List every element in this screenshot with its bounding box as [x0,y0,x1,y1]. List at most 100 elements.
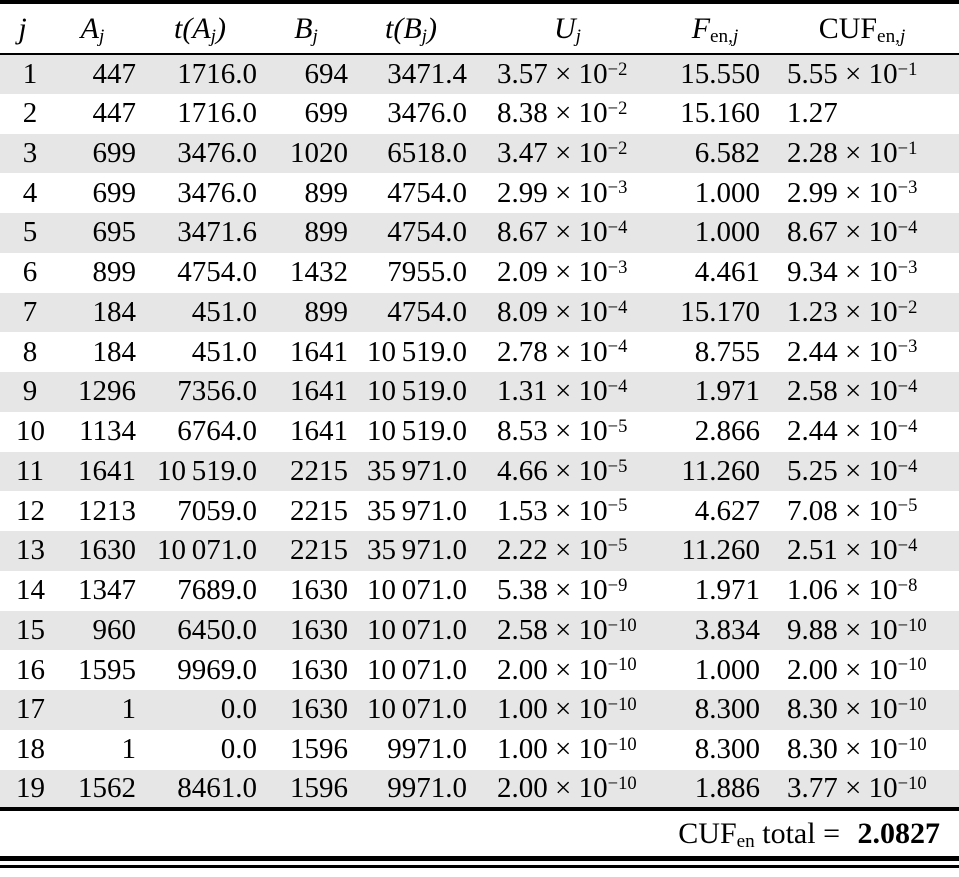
cell-Uj-times-ten: × 10 [547,534,608,567]
col-header-Bj: Bj [260,4,352,55]
cell-Aj: 1296 [78,375,136,408]
table-row: 17 1 0.0 1630 10 071.0 1.00 × 10−10 8.30… [0,690,959,730]
cell-Uj-mantissa: 8.53 [497,415,548,448]
table-row: 19 1562 8461.0 1596 9971.0 2.00 × 10−10 … [0,769,959,810]
cell-Uj-times-ten: × 10 [547,295,608,328]
header-B-symbol: B [294,11,313,45]
col-header-Fenj: Fen,j [665,4,765,55]
cuf-total-value: 2.0827 [857,816,941,850]
cell-Uj-exponent: −2 [607,137,628,159]
cell-CUFenj-exponent: −4 [897,415,918,437]
cell-j: 6 [22,256,38,289]
cell-Aj: 447 [92,57,137,90]
cell-CUFenj-times-ten: × 10 [837,256,898,289]
cell-Fenj: 6.582 [694,136,760,169]
cell-CUFenj-times-ten: × 10 [837,454,898,487]
cell-CUFenj-exponent: −10 [897,614,927,636]
cell-Uj-exponent: −4 [607,376,628,398]
cell-Uj-mantissa: 2.00 [497,771,548,804]
cell-Aj: 447 [92,97,137,130]
cell-Uj-mantissa: 2.78 [497,335,548,368]
cell-Bj: 699 [304,97,349,130]
cell-Uj-exponent: −3 [607,177,628,199]
cell-Uj-exponent: −5 [607,495,628,517]
cell-CUFenj-exponent: −10 [897,733,927,755]
table-row: 3 699 3476.0 1020 6518.0 3.47 × 10−2 6.5… [0,133,959,174]
cell-Uj-mantissa: 8.38 [497,97,548,130]
cell-CUFenj-exponent: −3 [897,177,918,199]
cell-Uj-mantissa: 4.66 [497,454,548,487]
cell-Fenj: 3.834 [694,613,760,646]
table-row: 11 1641 10 519.0 2215 35 971.0 4.66 × 10… [0,451,959,492]
cell-j: 12 [16,494,45,527]
cell-j: 7 [22,295,38,328]
cuf-total-label-rest: total = [754,816,848,850]
header-tA-symbol: t(A [174,11,211,45]
cell-Uj-mantissa: 3.57 [497,57,548,90]
cell-tAj: 451.0 [191,295,257,328]
cell-Uj-times-ten: × 10 [547,97,608,130]
cell-CUFenj-mantissa: 8.30 [787,733,838,766]
cell-Aj: 699 [92,176,137,209]
header-tA-close-paren: ) [216,11,226,45]
header-F-subscript-en: en, [710,25,733,47]
cell-tAj: 3476.0 [177,136,257,169]
col-header-Uj: Uj [470,4,665,55]
footer-row: CUFen total = 2.0827 [0,807,959,861]
cell-Uj-times-ten: × 10 [547,454,608,487]
cell-j: 11 [16,454,44,487]
cell-Uj-exponent: −4 [607,217,628,239]
col-header-tBj: t(Bj) [352,4,470,55]
cell-CUFenj-exponent: −8 [897,574,918,596]
cell-Fenj: 8.300 [694,693,760,726]
cell-Uj-times-ten: × 10 [547,494,608,527]
header-A-subscript: j [98,25,105,47]
cell-Uj-mantissa: 2.00 [497,653,548,686]
cell-Uj-exponent: −3 [607,256,628,278]
cell-Uj-times-ten: × 10 [547,375,608,408]
cell-tAj: 0.0 [220,693,257,726]
cell-Aj: 1 [121,693,137,726]
cell-Bj: 2215 [290,454,348,487]
header-CUF-symbol: CUF [818,11,878,45]
cell-j: 8 [22,335,38,368]
cell-Uj-exponent: −4 [607,296,628,318]
cell-Uj-mantissa: 5.38 [497,574,548,607]
cell-CUFenj-times-ten: × 10 [837,534,898,567]
header-CUF-subscript-en: en, [877,25,900,47]
bottom-rule-gap [0,860,959,865]
header-tB-close-paren: ) [427,11,437,45]
cell-tBj: 3476.0 [387,97,467,130]
cell-Uj-exponent: −2 [607,97,628,119]
table-row: 18 1 0.0 1596 9971.0 1.00 × 10−10 8.300 … [0,730,959,770]
cell-Aj: 960 [92,613,137,646]
cell-Fenj: 15.170 [680,295,760,328]
cell-Aj: 1595 [78,653,136,686]
cell-Uj-exponent: −5 [607,455,628,477]
cell-CUFenj-exponent: −10 [897,772,927,794]
cell-Bj: 899 [304,295,349,328]
cell-Bj: 1596 [290,733,348,766]
cell-j: 9 [22,375,38,408]
cell-Fenj: 15.160 [680,97,760,130]
cell-Uj-mantissa: 8.09 [497,295,548,328]
cell-CUFenj-times-ten: × 10 [837,335,898,368]
cell-CUFenj-mantissa: 5.55 [787,57,838,90]
cell-Bj: 1432 [290,256,348,289]
cell-tBj: 35 971.0 [366,454,467,487]
cell-tAj: 4754.0 [177,256,257,289]
cell-Bj: 1641 [290,375,348,408]
cell-Aj: 1641 [78,454,136,487]
cell-j: 10 [16,415,45,448]
table-row: 10 1134 6764.0 1641 10 519.0 8.53 × 10−5… [0,412,959,452]
col-header-j: j [0,4,45,55]
cell-Bj: 1630 [290,653,348,686]
cell-Bj: 1020 [290,136,348,169]
cell-tAj: 8461.0 [177,771,257,804]
cell-Uj-times-ten: × 10 [547,771,608,804]
cell-tAj: 1716.0 [177,57,257,90]
cell-Uj-exponent: −10 [607,694,637,716]
cell-CUFenj-mantissa: 2.00 [787,653,838,686]
cell-Uj-mantissa: 2.58 [497,613,548,646]
header-B-subscript: j [312,25,318,47]
